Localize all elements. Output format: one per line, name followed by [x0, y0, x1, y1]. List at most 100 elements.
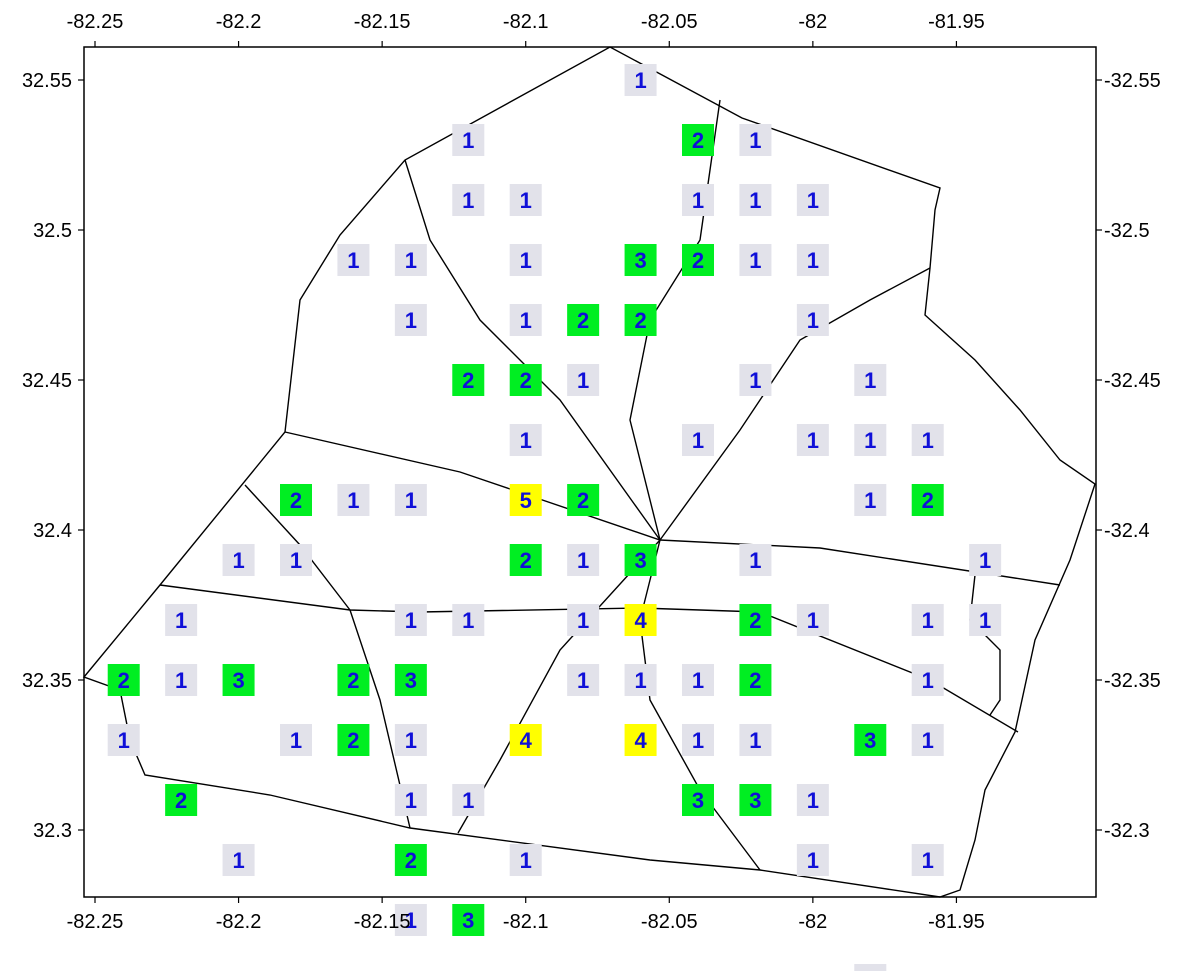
count-cell: 2 [337, 664, 370, 696]
count-cell-fill [452, 364, 485, 396]
count-cell-label: 1 [807, 308, 819, 333]
map-frame [83, 46, 1097, 898]
count-cell-fill [567, 304, 600, 336]
count-cell-fill [739, 184, 772, 216]
count-cell-fill [854, 484, 887, 516]
count-cell-fill [854, 424, 887, 456]
count-cell-fill [337, 724, 370, 756]
count-cell: 3 [682, 784, 714, 816]
count-cell-label: 4 [520, 728, 533, 753]
count-cell-label: 4 [634, 608, 647, 633]
count-cell-label: 1 [864, 488, 876, 513]
y-tick-label-right: -32.3 [1104, 820, 1150, 842]
count-cell-label: 1 [807, 848, 819, 873]
count-cell-label: 1 [347, 248, 359, 273]
count-cell-label: 1 [405, 608, 417, 633]
count-cell-fill [796, 304, 829, 336]
count-cell-fill [739, 784, 772, 816]
count-cell-label: 5 [520, 488, 532, 513]
count-cell: 1 [682, 724, 714, 756]
count-cell-label: 1 [979, 608, 991, 633]
count-cell-label: 3 [634, 248, 646, 273]
x-tick-label-top: -82 [798, 11, 827, 33]
count-cell-fill [394, 604, 427, 636]
count-cell-label: 2 [749, 608, 761, 633]
count-cell: 1 [796, 844, 829, 876]
count-cell: 3 [854, 724, 887, 756]
count-cell-fill [624, 304, 657, 336]
count-cell-fill [222, 844, 255, 876]
count-cell: 1 [796, 304, 829, 336]
count-cell: 4 [624, 724, 657, 756]
count-cell-fill [911, 664, 944, 696]
count-cell-label: 2 [922, 488, 934, 513]
x-tick-label-top: -82.05 [641, 11, 698, 33]
count-cell-fill [854, 364, 887, 396]
count-cell-fill [739, 364, 772, 396]
count-cell-fill [624, 724, 657, 756]
count-cell: 2 [911, 484, 944, 516]
count-cell-fill [222, 664, 255, 696]
count-cell-fill [682, 244, 714, 276]
count-cell-label: 2 [175, 788, 187, 813]
count-cell-label: 2 [749, 668, 761, 693]
count-cell: 2 [682, 244, 714, 276]
count-cell-label: 2 [347, 668, 359, 693]
count-cell-label: 1 [405, 908, 417, 933]
count-cell-label: 1 [807, 248, 819, 273]
count-cell: 1 [394, 784, 427, 816]
count-cell: 1 [911, 724, 944, 756]
count-cell-fill [394, 724, 427, 756]
count-cell: 1 [854, 364, 887, 396]
count-cell: 3 [222, 664, 255, 696]
count-cell: 1 [567, 604, 600, 636]
count-cell: 3 [452, 904, 485, 936]
y-tick-label-left: 32.55 [22, 70, 72, 92]
count-cell-label: 1 [290, 728, 302, 753]
count-cell-label: 1 [692, 668, 704, 693]
count-cell: 2 [567, 304, 600, 336]
x-tick-label-bottom: -82.1 [503, 911, 549, 933]
count-cell-label: 1 [749, 728, 761, 753]
count-cell: 1 [509, 424, 542, 456]
count-cell-fill [509, 424, 542, 456]
count-cell: 2 [394, 844, 427, 876]
count-cell-fill [337, 244, 370, 276]
count-cell-label: 1 [749, 248, 761, 273]
count-cell-fill [337, 664, 370, 696]
count-cell-label: 1 [807, 788, 819, 813]
count-cell-label: 1 [175, 668, 187, 693]
count-cell-fill [624, 244, 657, 276]
count-cell: 1 [624, 664, 657, 696]
count-cell-fill [796, 184, 829, 216]
count-cell: 1 [107, 724, 140, 756]
count-cell: 1 [567, 364, 600, 396]
count-cell: 1 [337, 484, 370, 516]
x-tick-label-bottom: -82.05 [641, 911, 698, 933]
count-cell-fill [567, 484, 600, 516]
count-cell-fill [911, 844, 944, 876]
count-cell: 1 [796, 244, 829, 276]
count-cell: 1 [280, 724, 312, 756]
count-cell: 1 [796, 424, 829, 456]
count-cell-label: 4 [634, 728, 647, 753]
count-cell: 1 [509, 844, 542, 876]
count-cell-fill [394, 844, 427, 876]
y-tick-label-right: -32.4 [1104, 520, 1150, 542]
count-cell-label: 1 [807, 428, 819, 453]
y-tick-label-left: 32.4 [33, 520, 72, 542]
count-cell: 1 [969, 544, 1002, 576]
count-cell-label: 1 [922, 728, 934, 753]
count-cell-label: 1 [922, 428, 934, 453]
count-cell: 1 [452, 124, 485, 156]
count-cell-label: 1 [290, 548, 302, 573]
count-cell-label: 1 [577, 668, 589, 693]
road-northeast [659, 267, 931, 541]
count-cell: 2 [107, 664, 140, 696]
y-tick-label-right: -32.45 [1104, 370, 1161, 392]
count-cell-fill [624, 544, 657, 576]
count-cell: 2 [509, 544, 542, 576]
count-cell-fill [509, 244, 542, 276]
count-cell: 4 [624, 604, 657, 636]
count-cell: 2 [624, 304, 657, 336]
